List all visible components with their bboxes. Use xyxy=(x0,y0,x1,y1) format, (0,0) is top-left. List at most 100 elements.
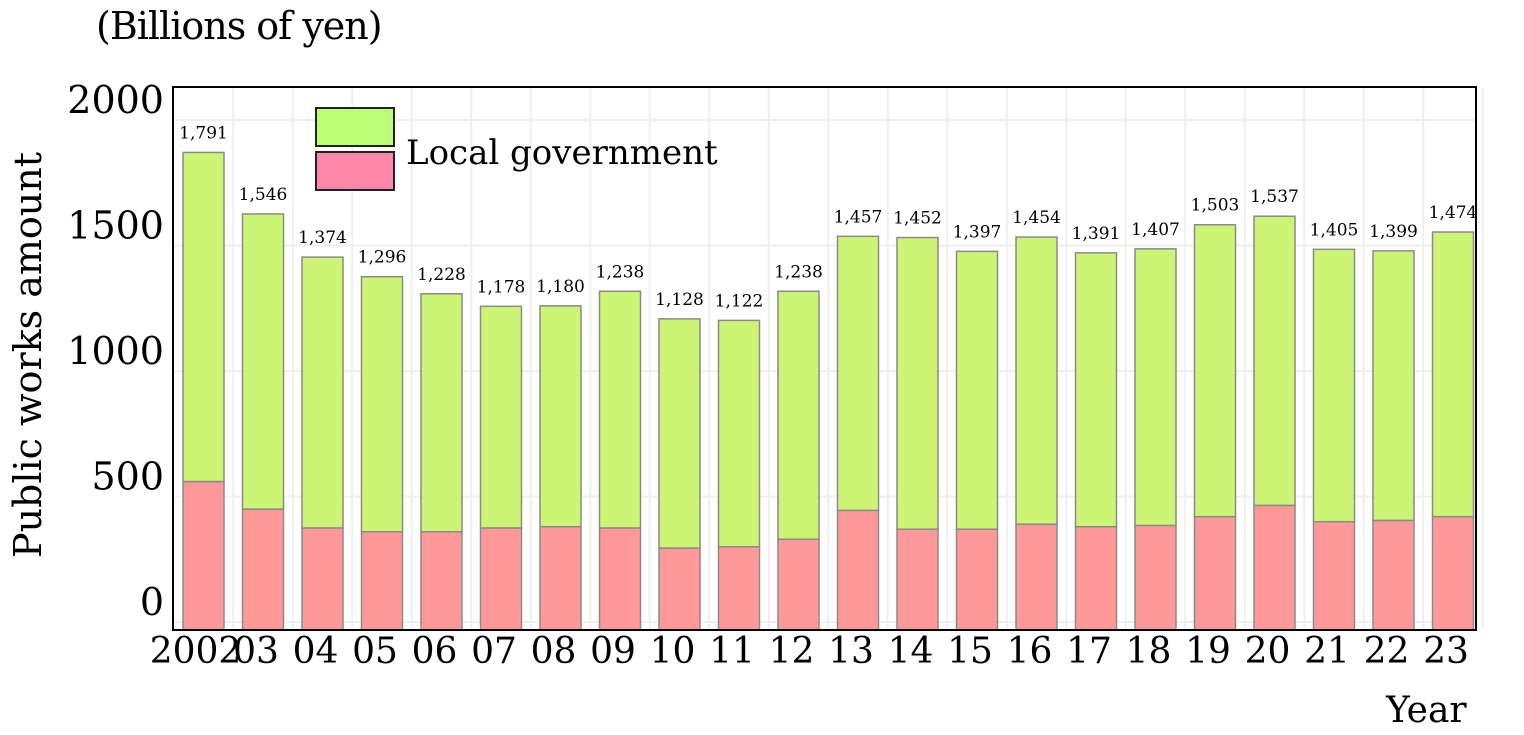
bar-segment-lower-14 xyxy=(896,528,939,631)
total-label: 1,546 xyxy=(239,185,288,205)
total-label: 1,457 xyxy=(834,207,883,227)
legend-swatch-2 xyxy=(315,151,395,191)
bar-segment-lower-07 xyxy=(479,527,523,631)
unit-label: (Billions of yen) xyxy=(96,4,383,48)
bar-segment-local-government-11 xyxy=(717,319,761,548)
bar-segment-lower-12 xyxy=(777,538,820,631)
x-tick-label: 23 xyxy=(1423,631,1469,672)
bar-segment-lower-16 xyxy=(1015,523,1058,631)
x-tick-label: 10 xyxy=(650,631,696,672)
x-tick-label: 13 xyxy=(828,631,874,672)
bar-segment-local-government-20 xyxy=(1253,215,1296,507)
bar-segment-lower-09 xyxy=(598,527,642,631)
bar-segment-lower-06 xyxy=(420,530,463,631)
y-tick-label: 1000 xyxy=(67,329,164,373)
x-tick-label: 08 xyxy=(531,631,577,672)
bar-segment-lower-18 xyxy=(1134,524,1177,631)
total-label: 1,374 xyxy=(298,228,347,248)
total-label: 1,296 xyxy=(358,248,407,268)
bar-segment-local-government-22 xyxy=(1372,250,1415,522)
y-tick-label: 2000 xyxy=(67,78,164,122)
bar-segment-local-government-14 xyxy=(896,236,939,530)
total-label: 1,397 xyxy=(953,222,1002,242)
total-label: 1,452 xyxy=(893,209,942,229)
x-tick-label: 15 xyxy=(947,631,993,672)
total-label: 1,537 xyxy=(1250,187,1299,207)
total-label: 1,128 xyxy=(655,290,704,310)
bar-segment-lower-13 xyxy=(836,509,880,631)
x-tick-label: 03 xyxy=(233,631,279,672)
bar-segment-local-government-17 xyxy=(1074,252,1118,528)
legend: Local government xyxy=(315,107,718,191)
bar-segment-lower-19 xyxy=(1193,515,1237,631)
bar-segment-local-government-21 xyxy=(1312,248,1356,523)
x-tick-label: 19 xyxy=(1185,631,1231,672)
bar-segment-local-government-06 xyxy=(420,293,463,533)
y-ticks: 0 500 1000 1500 2000 xyxy=(67,78,164,624)
bar-segment-lower-11 xyxy=(717,546,761,631)
total-label: 1,407 xyxy=(1131,220,1180,240)
bar-segment-lower-22 xyxy=(1372,519,1415,631)
total-label: 1,454 xyxy=(1012,208,1061,228)
y-tick-label: 0 xyxy=(140,580,164,624)
bar-segment-lower-23 xyxy=(1431,515,1475,631)
bar-segment-lower-20 xyxy=(1253,504,1296,631)
value-labels: 1,791 1,546 1,374 1,296 1,228 1,178 1,180 1,238… xyxy=(179,123,1477,311)
bar-segment-local-government-10 xyxy=(658,318,701,549)
bar-segment-lower-21 xyxy=(1312,520,1356,631)
total-label: 1,791 xyxy=(179,123,228,143)
x-tick-label: 06 xyxy=(412,631,458,672)
legend-label: Local government xyxy=(406,133,718,173)
bar-segment-local-government-08 xyxy=(539,305,582,528)
plot-frame xyxy=(172,86,1477,631)
total-label: 1,474 xyxy=(1429,203,1478,223)
total-label: 1,180 xyxy=(536,277,585,297)
bar-segment-local-government-07 xyxy=(479,305,523,529)
x-tick-label: 17 xyxy=(1066,631,1112,672)
total-label: 1,405 xyxy=(1310,220,1359,240)
bar-segment-local-government-03 xyxy=(241,213,285,510)
x-tick-label: 12 xyxy=(769,631,815,672)
bar-segment-local-government-23 xyxy=(1431,231,1475,518)
bar-segment-local-government-19 xyxy=(1193,223,1237,518)
bar-segment-local-government-16 xyxy=(1015,236,1058,525)
bar-segment-local-government-09 xyxy=(598,290,642,529)
total-label: 1,391 xyxy=(1072,224,1121,244)
x-tick-label: 11 xyxy=(709,631,755,672)
total-label: 1,238 xyxy=(596,262,645,282)
x-axis-title: Year xyxy=(1386,690,1467,731)
total-label: 1,399 xyxy=(1369,222,1418,242)
x-tick-label: 20 xyxy=(1245,631,1291,672)
x-tick-label: 09 xyxy=(590,631,636,672)
y-tick-label: 500 xyxy=(91,455,164,499)
x-tick-label: 18 xyxy=(1126,631,1172,672)
x-tick-label: 07 xyxy=(471,631,517,672)
bar-segment-local-government-05 xyxy=(360,275,404,533)
bar-segment-lower-10 xyxy=(658,547,701,631)
x-tick-label: 05 xyxy=(352,631,398,672)
x-tick-label: 21 xyxy=(1304,631,1350,672)
bar-segment-local-government-2002 xyxy=(182,151,225,483)
bar-segment-local-government-12 xyxy=(777,290,820,540)
total-label: 1,238 xyxy=(774,262,823,282)
bar-segment-local-government-15 xyxy=(955,250,999,530)
total-label: 1,503 xyxy=(1191,196,1240,216)
bar-segment-local-government-04 xyxy=(301,256,344,529)
bar-segment-local-government-13 xyxy=(836,235,880,512)
legend-swatch-local-government xyxy=(315,107,395,147)
x-tick-label: 22 xyxy=(1364,631,1410,672)
total-label: 1,228 xyxy=(417,265,466,285)
x-tick-label: 14 xyxy=(888,631,934,672)
bar-segment-lower-15 xyxy=(955,528,999,631)
x-tick-label: 04 xyxy=(293,631,339,672)
bar-segment-lower-2002 xyxy=(182,480,225,631)
bars xyxy=(182,151,1475,631)
bar-segment-lower-03 xyxy=(241,508,285,631)
total-label: 1,122 xyxy=(715,291,764,311)
x-tick-label: 16 xyxy=(1007,631,1053,672)
x-tick-label: 2002 xyxy=(150,631,242,672)
bar-segment-lower-04 xyxy=(301,527,344,631)
y-tick-label: 1500 xyxy=(67,204,164,248)
